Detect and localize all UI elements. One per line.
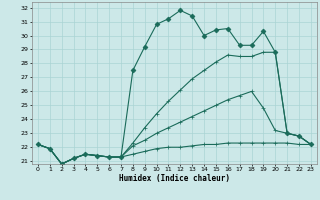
X-axis label: Humidex (Indice chaleur): Humidex (Indice chaleur) bbox=[119, 174, 230, 183]
